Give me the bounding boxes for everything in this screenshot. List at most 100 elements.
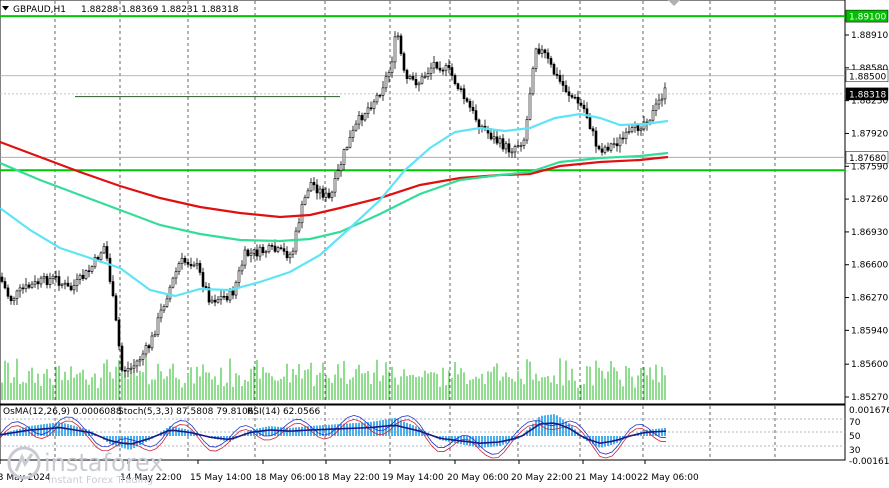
candle-body — [348, 136, 352, 148]
oscillator-pane — [0, 414, 845, 459]
shift-marker-icon[interactable] — [668, 0, 680, 6]
candle-body — [579, 102, 583, 106]
ema-mid-line — [0, 151, 669, 243]
moving-averages — [0, 112, 669, 298]
price-tick-label: 1.85940 — [851, 326, 888, 336]
candle-body — [444, 64, 448, 71]
candle-body — [18, 287, 22, 292]
main-chart-frame[interactable] — [0, 0, 846, 405]
candle-body — [201, 272, 205, 287]
price-tag-label: 1.88500 — [849, 72, 886, 82]
candle-body — [165, 298, 169, 307]
candle-body — [591, 128, 595, 132]
osc-level-30: 30 — [849, 446, 861, 456]
candle-body — [315, 184, 319, 194]
price-axis: 1.88910 1.88580 1.88250 1.87920 1.87590 1.872… — [845, 31, 888, 403]
candle-body — [75, 278, 79, 286]
candle-body — [36, 281, 40, 285]
candle-body — [216, 298, 220, 303]
candle-body — [501, 138, 505, 150]
price-tick-label: 1.88250 — [851, 97, 888, 107]
candle-body — [264, 251, 268, 254]
candle-body — [402, 53, 406, 71]
rsi-label: RSI(14) 62.0566 — [247, 407, 320, 417]
price-tag-label: 1.87680 — [849, 154, 886, 164]
candle-body — [96, 257, 100, 260]
price-tag — [845, 9, 889, 23]
osc-level-50: 50 — [849, 432, 861, 442]
price-tick-label: 1.85600 — [851, 360, 888, 370]
candle-body — [111, 281, 115, 297]
candle-body — [30, 283, 34, 288]
candle-body — [27, 284, 31, 288]
candle-body — [261, 246, 265, 254]
candle-body — [270, 245, 274, 247]
stoch-label: Stoch(5,3,3) 87.5808 79.8106 — [118, 407, 254, 417]
horizontal-levels[interactable] — [0, 15, 845, 172]
price-tick-label: 1.87590 — [851, 162, 888, 172]
time-tick-label: 21 May 14:00 — [575, 473, 637, 483]
candle-body — [318, 188, 322, 194]
candle-body — [381, 87, 385, 96]
candle-body — [123, 369, 127, 372]
price-tag-labels: 1.89100 1.88500 1.88318 1.87680 — [845, 9, 889, 164]
candle-body — [303, 197, 307, 205]
candle-body — [387, 72, 391, 78]
price-candles — [0, 31, 667, 378]
candle-body — [117, 319, 121, 347]
candle-body — [399, 35, 403, 54]
candle-body — [15, 290, 19, 299]
ema-fast-line — [0, 112, 669, 298]
candle-body — [519, 145, 523, 147]
candle-body — [558, 75, 562, 82]
candle-body — [240, 264, 244, 272]
candle-body — [288, 253, 292, 259]
candle-body — [174, 271, 178, 279]
candle-body — [474, 110, 478, 121]
osc-axis-bottom: -0.001614 — [849, 457, 889, 467]
candle-body — [255, 249, 259, 257]
price-tick-label: 1.85270 — [851, 393, 888, 403]
candle-body — [630, 127, 634, 132]
candle-body — [147, 345, 151, 349]
candle-body — [495, 136, 499, 144]
price-tag-label: 1.89100 — [849, 13, 886, 23]
candle-body — [516, 145, 520, 147]
candle-body — [120, 345, 124, 371]
candle-body — [588, 117, 592, 129]
candle-body — [198, 263, 202, 273]
candle-body — [534, 48, 538, 69]
candle-body — [531, 68, 535, 95]
candle-body — [306, 190, 310, 198]
candle-body — [417, 82, 421, 86]
candle-body — [156, 317, 160, 335]
candle-body — [573, 96, 577, 99]
rsi-line — [0, 422, 667, 445]
candle-body — [132, 365, 136, 369]
candle-body — [102, 246, 106, 254]
candle-body — [357, 115, 361, 125]
price-tick-label: 1.87920 — [851, 129, 888, 139]
candle-body — [459, 88, 463, 90]
candle-body — [543, 49, 547, 54]
candle-body — [597, 145, 601, 150]
price-tick-label: 1.87260 — [851, 195, 888, 205]
candle-body — [453, 75, 457, 84]
candle-body — [408, 76, 412, 79]
candle-body — [258, 246, 262, 257]
price-tag-label: 1.88318 — [849, 90, 886, 100]
candle-body — [660, 98, 664, 101]
candle-body — [522, 139, 526, 146]
candle-body — [435, 61, 439, 69]
stochastic-signal-line — [0, 418, 667, 459]
candle-body — [54, 275, 58, 278]
candle-body — [504, 143, 508, 150]
candle-body — [168, 286, 172, 300]
candle-body — [654, 103, 658, 111]
candle-body — [231, 290, 235, 296]
time-tick-label: 20 May 22:00 — [511, 473, 573, 483]
candle-body — [207, 287, 211, 303]
triangle-down-icon[interactable] — [2, 6, 9, 11]
time-tick-label: 18 May 06:00 — [255, 473, 317, 483]
candle-body — [267, 245, 271, 253]
